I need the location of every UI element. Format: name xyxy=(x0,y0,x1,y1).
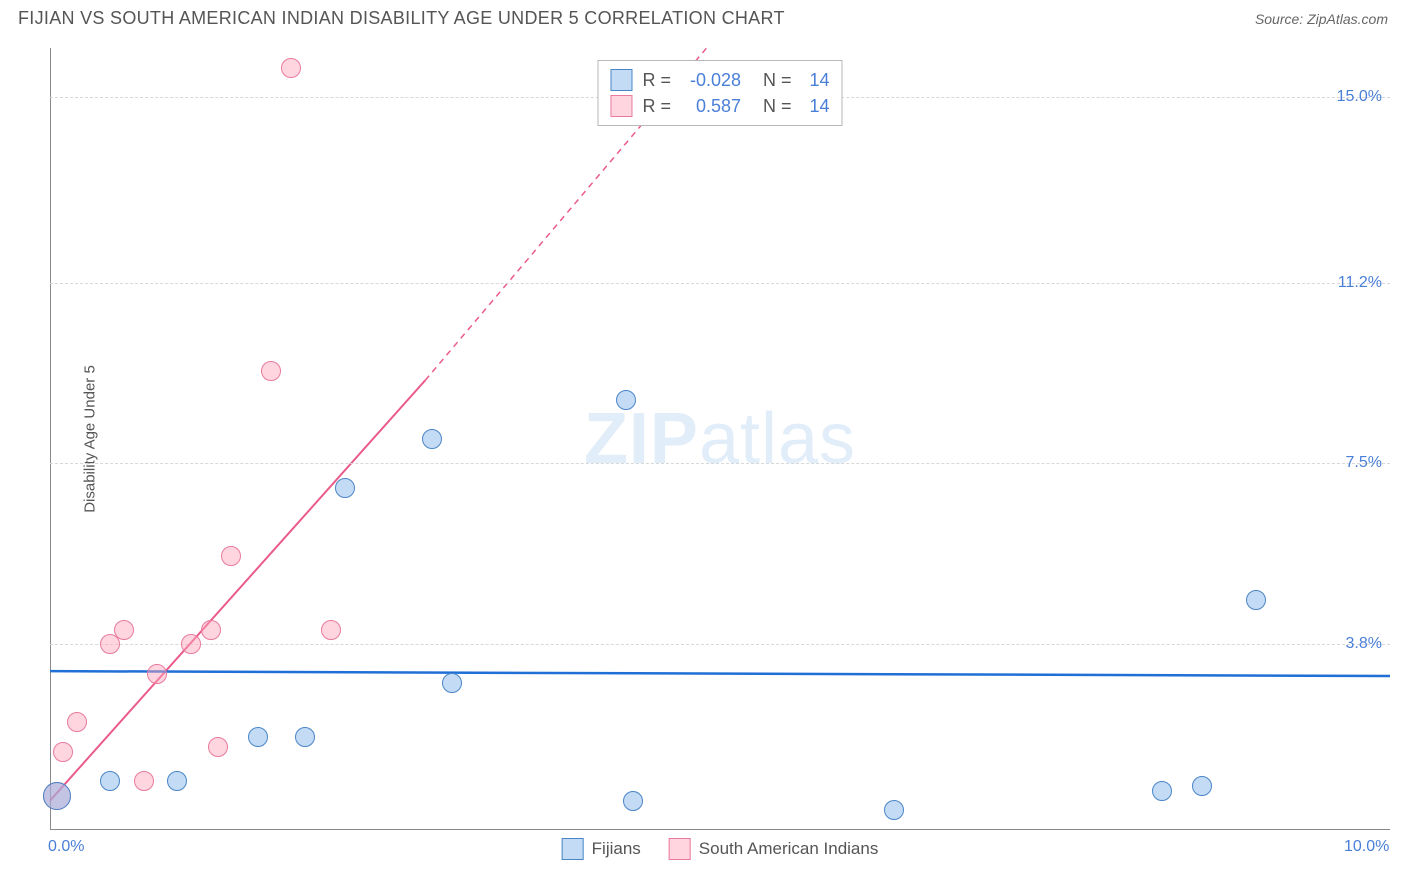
chart-area: Disability Age Under 5 ZIPatlas 3.8%7.5%… xyxy=(50,48,1390,830)
scatter-point-fijians xyxy=(248,727,268,747)
scatter-point-sai xyxy=(201,620,221,640)
legend-label-sai: South American Indians xyxy=(699,839,879,859)
watermark: ZIPatlas xyxy=(584,398,856,480)
chart-header: FIJIAN VS SOUTH AMERICAN INDIAN DISABILI… xyxy=(0,0,1406,33)
scatter-point-sai xyxy=(261,361,281,381)
scatter-point-fijians xyxy=(623,791,643,811)
scatter-point-fijians xyxy=(1246,590,1266,610)
stats-n-value: 14 xyxy=(802,96,830,117)
scatter-point-sai xyxy=(67,712,87,732)
x-tick-label: 10.0% xyxy=(1344,838,1389,856)
stats-row: R = -0.028 N = 14 xyxy=(610,67,829,93)
stats-r-label: R = xyxy=(642,96,671,117)
y-tick-label: 3.8% xyxy=(1346,635,1382,653)
legend: Fijians South American Indians xyxy=(562,838,879,860)
scatter-point-sai xyxy=(281,58,301,78)
gridline xyxy=(50,463,1390,464)
y-axis-line xyxy=(50,48,51,830)
scatter-point-fijians xyxy=(1192,776,1212,796)
scatter-point-fijians xyxy=(43,782,71,810)
legend-item-sai: South American Indians xyxy=(669,838,879,860)
scatter-point-fijians xyxy=(442,673,462,693)
gridline xyxy=(50,644,1390,645)
plot-surface: ZIPatlas 3.8%7.5%11.2%15.0%0.0%10.0% xyxy=(50,48,1390,830)
scatter-point-fijians xyxy=(335,478,355,498)
scatter-point-sai xyxy=(114,620,134,640)
stats-r-value: 0.587 xyxy=(681,96,741,117)
scatter-point-fijians xyxy=(884,800,904,820)
scatter-point-sai xyxy=(181,634,201,654)
scatter-point-fijians xyxy=(422,429,442,449)
chart-source: Source: ZipAtlas.com xyxy=(1255,11,1388,27)
scatter-point-fijians xyxy=(616,390,636,410)
y-tick-label: 15.0% xyxy=(1337,88,1382,106)
scatter-point-fijians xyxy=(295,727,315,747)
stats-n-value: 14 xyxy=(802,70,830,91)
legend-swatch-sai xyxy=(669,838,691,860)
gridline xyxy=(50,283,1390,284)
scatter-point-sai xyxy=(53,742,73,762)
trendlines-svg xyxy=(50,48,1390,830)
legend-swatch-fijians xyxy=(562,838,584,860)
scatter-point-sai xyxy=(134,771,154,791)
stats-row: R = 0.587 N = 14 xyxy=(610,93,829,119)
y-tick-label: 7.5% xyxy=(1346,454,1382,472)
correlation-stats-box: R = -0.028 N = 14 R = 0.587 N = 14 xyxy=(597,60,842,126)
stats-r-label: R = xyxy=(642,70,671,91)
stats-n-label: N = xyxy=(763,96,792,117)
scatter-point-sai xyxy=(321,620,341,640)
stats-n-label: N = xyxy=(763,70,792,91)
scatter-point-fijians xyxy=(100,771,120,791)
stats-swatch-icon xyxy=(610,69,632,91)
scatter-point-sai xyxy=(221,546,241,566)
chart-title: FIJIAN VS SOUTH AMERICAN INDIAN DISABILI… xyxy=(18,8,785,29)
x-tick-label: 0.0% xyxy=(48,838,84,856)
scatter-point-fijians xyxy=(1152,781,1172,801)
stats-r-value: -0.028 xyxy=(681,70,741,91)
scatter-point-sai xyxy=(208,737,228,757)
stats-swatch-icon xyxy=(610,95,632,117)
y-tick-label: 11.2% xyxy=(1338,274,1382,292)
legend-label-fijians: Fijians xyxy=(592,839,641,859)
scatter-point-sai xyxy=(147,664,167,684)
scatter-point-fijians xyxy=(167,771,187,791)
x-axis-line xyxy=(50,829,1390,830)
legend-item-fijians: Fijians xyxy=(562,838,641,860)
